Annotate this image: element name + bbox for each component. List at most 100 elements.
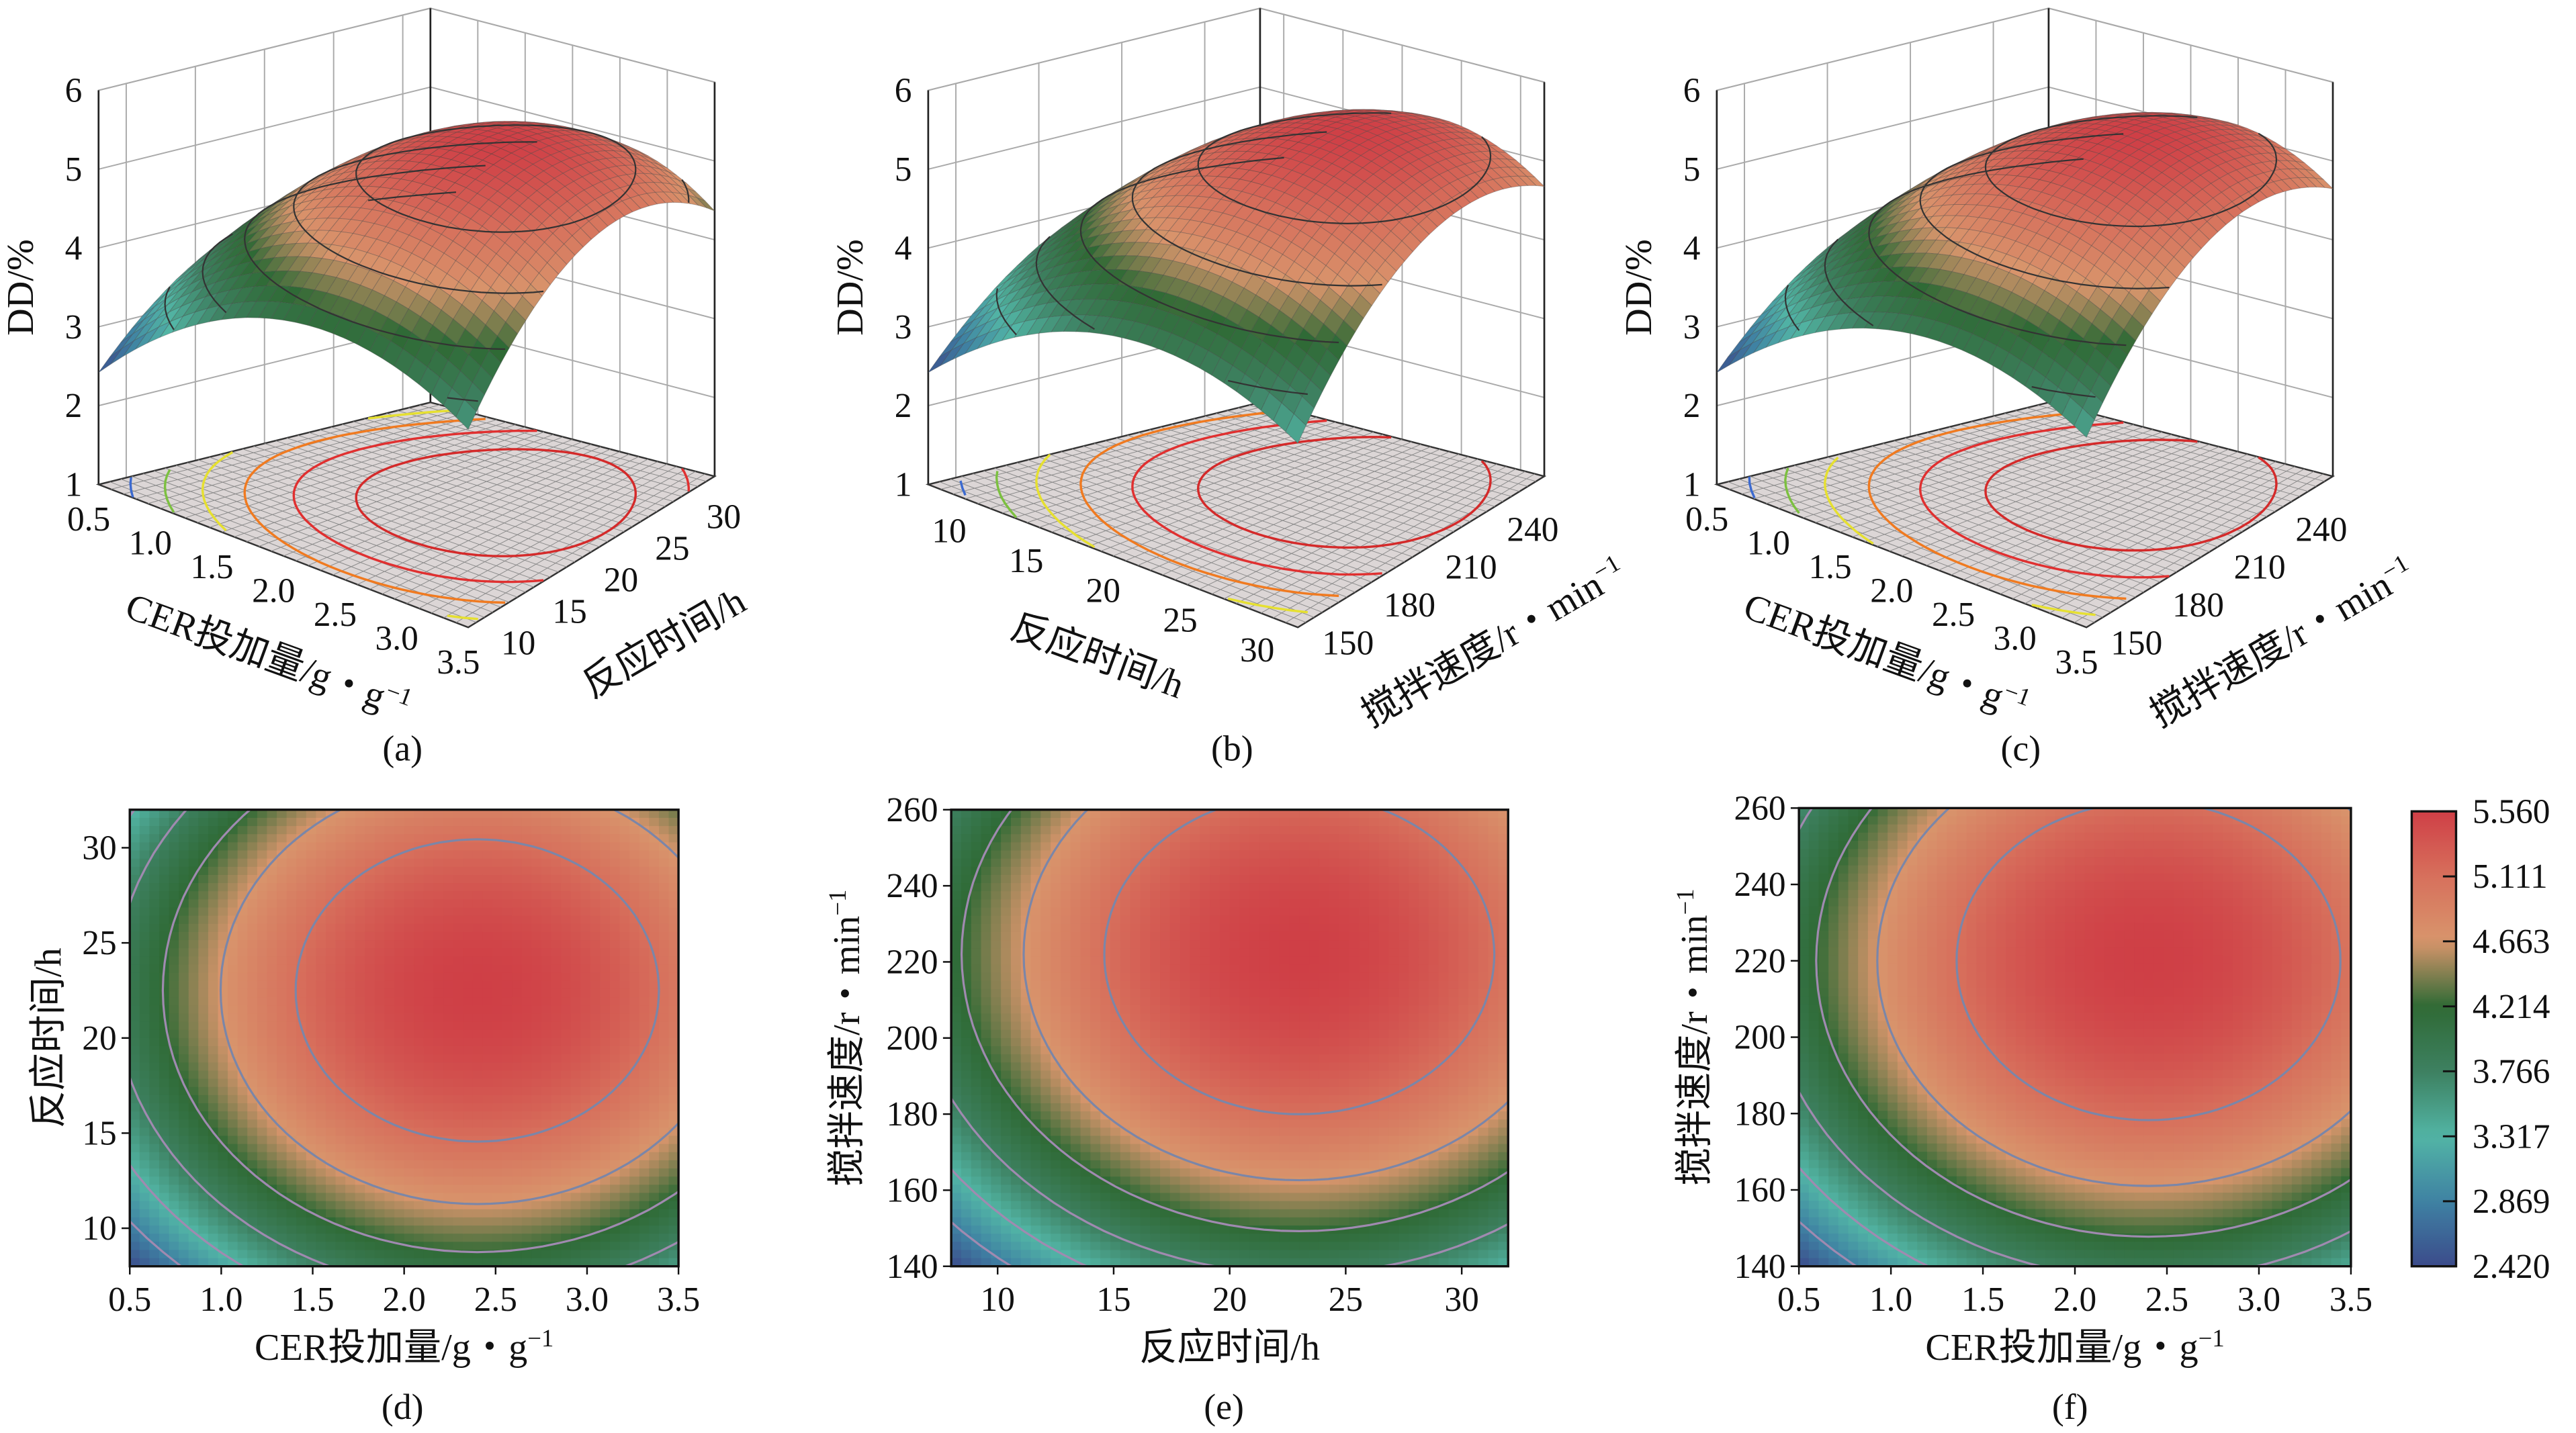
heatmap-cell bbox=[394, 1021, 406, 1031]
heatmap-cell bbox=[218, 817, 229, 827]
heatmap-cell bbox=[404, 1021, 415, 1031]
heatmap-cell bbox=[149, 1160, 161, 1170]
heatmap-cell bbox=[306, 940, 317, 950]
heatmap-cell bbox=[345, 997, 357, 1007]
heatmap-cell bbox=[267, 1021, 278, 1031]
heatmap-cell bbox=[296, 1054, 308, 1064]
heatmap-cell bbox=[130, 1111, 141, 1121]
heatmap-cell bbox=[453, 1119, 464, 1129]
heatmap-cell bbox=[208, 1111, 219, 1121]
heatmap-cell bbox=[149, 809, 161, 819]
heatmap-cell bbox=[335, 874, 347, 884]
heatmap-cell bbox=[374, 915, 386, 925]
heatmap-cell bbox=[130, 940, 141, 950]
heatmap-cell bbox=[159, 1103, 171, 1113]
heatmap-cell bbox=[345, 891, 357, 900]
heatmap-cell bbox=[169, 1242, 180, 1251]
heatmap-cell bbox=[130, 997, 141, 1007]
heatmap-cell bbox=[384, 826, 396, 835]
heatmap-cell bbox=[237, 1168, 249, 1178]
heatmap-cell bbox=[179, 858, 190, 868]
heatmap-cell bbox=[188, 809, 199, 819]
heatmap-cell bbox=[443, 923, 455, 933]
heatmap-cell bbox=[443, 940, 455, 950]
heatmap-cell bbox=[247, 1062, 259, 1072]
heatmap-cell bbox=[228, 1087, 239, 1097]
heatmap-cell bbox=[237, 972, 249, 982]
heatmap-cell bbox=[414, 915, 425, 925]
heatmap-cell bbox=[316, 964, 327, 974]
heatmap-cell bbox=[247, 948, 259, 958]
heatmap-cell bbox=[306, 948, 317, 958]
heatmap-cell bbox=[139, 1127, 150, 1137]
heatmap-cell bbox=[296, 972, 308, 982]
heatmap-cell bbox=[277, 1168, 288, 1178]
heatmap-cell bbox=[433, 858, 445, 868]
heatmap-cell bbox=[257, 1185, 268, 1194]
heatmap-cell bbox=[325, 1046, 337, 1056]
heatmap-cell bbox=[335, 858, 347, 868]
heatmap-cell bbox=[149, 1046, 161, 1056]
heatmap-cell bbox=[267, 1136, 278, 1146]
heatmap-cell bbox=[257, 1013, 268, 1023]
heatmap-cell bbox=[208, 1209, 219, 1219]
heatmap-cell bbox=[443, 858, 455, 868]
heatmap-cell bbox=[218, 1095, 229, 1105]
heatmap-cell bbox=[277, 1160, 288, 1170]
heatmap-cell bbox=[208, 883, 219, 892]
heatmap-cell bbox=[453, 1013, 464, 1023]
heatmap-cell bbox=[228, 891, 239, 900]
floor-contour-line bbox=[2244, 456, 2278, 526]
heatmap-cell bbox=[188, 1005, 199, 1015]
heatmap-cell bbox=[149, 1111, 161, 1121]
heatmap-cell bbox=[139, 1209, 150, 1219]
heatmap-cell bbox=[335, 1136, 347, 1146]
heatmap-cell bbox=[267, 997, 278, 1007]
heatmap-cell bbox=[453, 931, 464, 941]
heatmap-cell bbox=[325, 915, 337, 925]
heatmap-cell bbox=[267, 1013, 278, 1023]
heatmap-cell bbox=[277, 1136, 288, 1146]
heatmap-cell bbox=[414, 1136, 425, 1146]
heatmap-cell bbox=[237, 1136, 249, 1146]
heatmap-cell bbox=[277, 1176, 288, 1186]
heatmap-cell bbox=[365, 1217, 376, 1227]
heatmap-cell bbox=[208, 899, 219, 909]
heatmap-cell bbox=[237, 1103, 249, 1113]
heatmap-cell bbox=[286, 915, 298, 925]
heatmap-cell bbox=[228, 1070, 239, 1080]
z-tick-label: 6 bbox=[1683, 72, 1701, 110]
heatmap-cell bbox=[159, 809, 171, 819]
heatmap-cell bbox=[365, 923, 376, 933]
heatmap-cell bbox=[277, 997, 288, 1007]
heatmap-cell bbox=[296, 866, 308, 876]
heatmap-cell bbox=[374, 956, 386, 966]
heatmap-cell bbox=[394, 1062, 406, 1072]
heatmap-cell bbox=[159, 866, 171, 876]
floor-mesh bbox=[1285, 473, 1536, 623]
heatmap-cell bbox=[325, 858, 337, 868]
heatmap-cell bbox=[306, 907, 317, 917]
heatmap-cell bbox=[404, 1234, 415, 1243]
heatmap-cell bbox=[325, 1087, 337, 1097]
heatmap-cell bbox=[345, 956, 357, 966]
heatmap-cell bbox=[335, 1095, 347, 1105]
heatmap-cell bbox=[404, 1250, 415, 1260]
heatmap-cell bbox=[335, 1037, 347, 1048]
heatmap-cell bbox=[384, 956, 396, 966]
heatmap-cell bbox=[139, 956, 150, 966]
heatmap-cell bbox=[228, 940, 239, 950]
heatmap-cell bbox=[335, 826, 347, 835]
y-tick-label: 150 bbox=[1322, 624, 1374, 662]
heatmap-cell bbox=[414, 1062, 425, 1072]
heatmap-cell bbox=[169, 1005, 180, 1015]
heatmap-cell bbox=[463, 899, 474, 909]
heatmap-cell bbox=[130, 1021, 141, 1031]
heatmap-cell bbox=[277, 931, 288, 941]
heatmap-cell bbox=[169, 1185, 180, 1194]
heatmap-cell bbox=[404, 972, 415, 982]
heatmap-cell bbox=[384, 1127, 396, 1137]
heatmap-cell bbox=[208, 1144, 219, 1154]
heatmap-cell bbox=[374, 1046, 386, 1056]
surface-patch bbox=[1451, 192, 1471, 209]
